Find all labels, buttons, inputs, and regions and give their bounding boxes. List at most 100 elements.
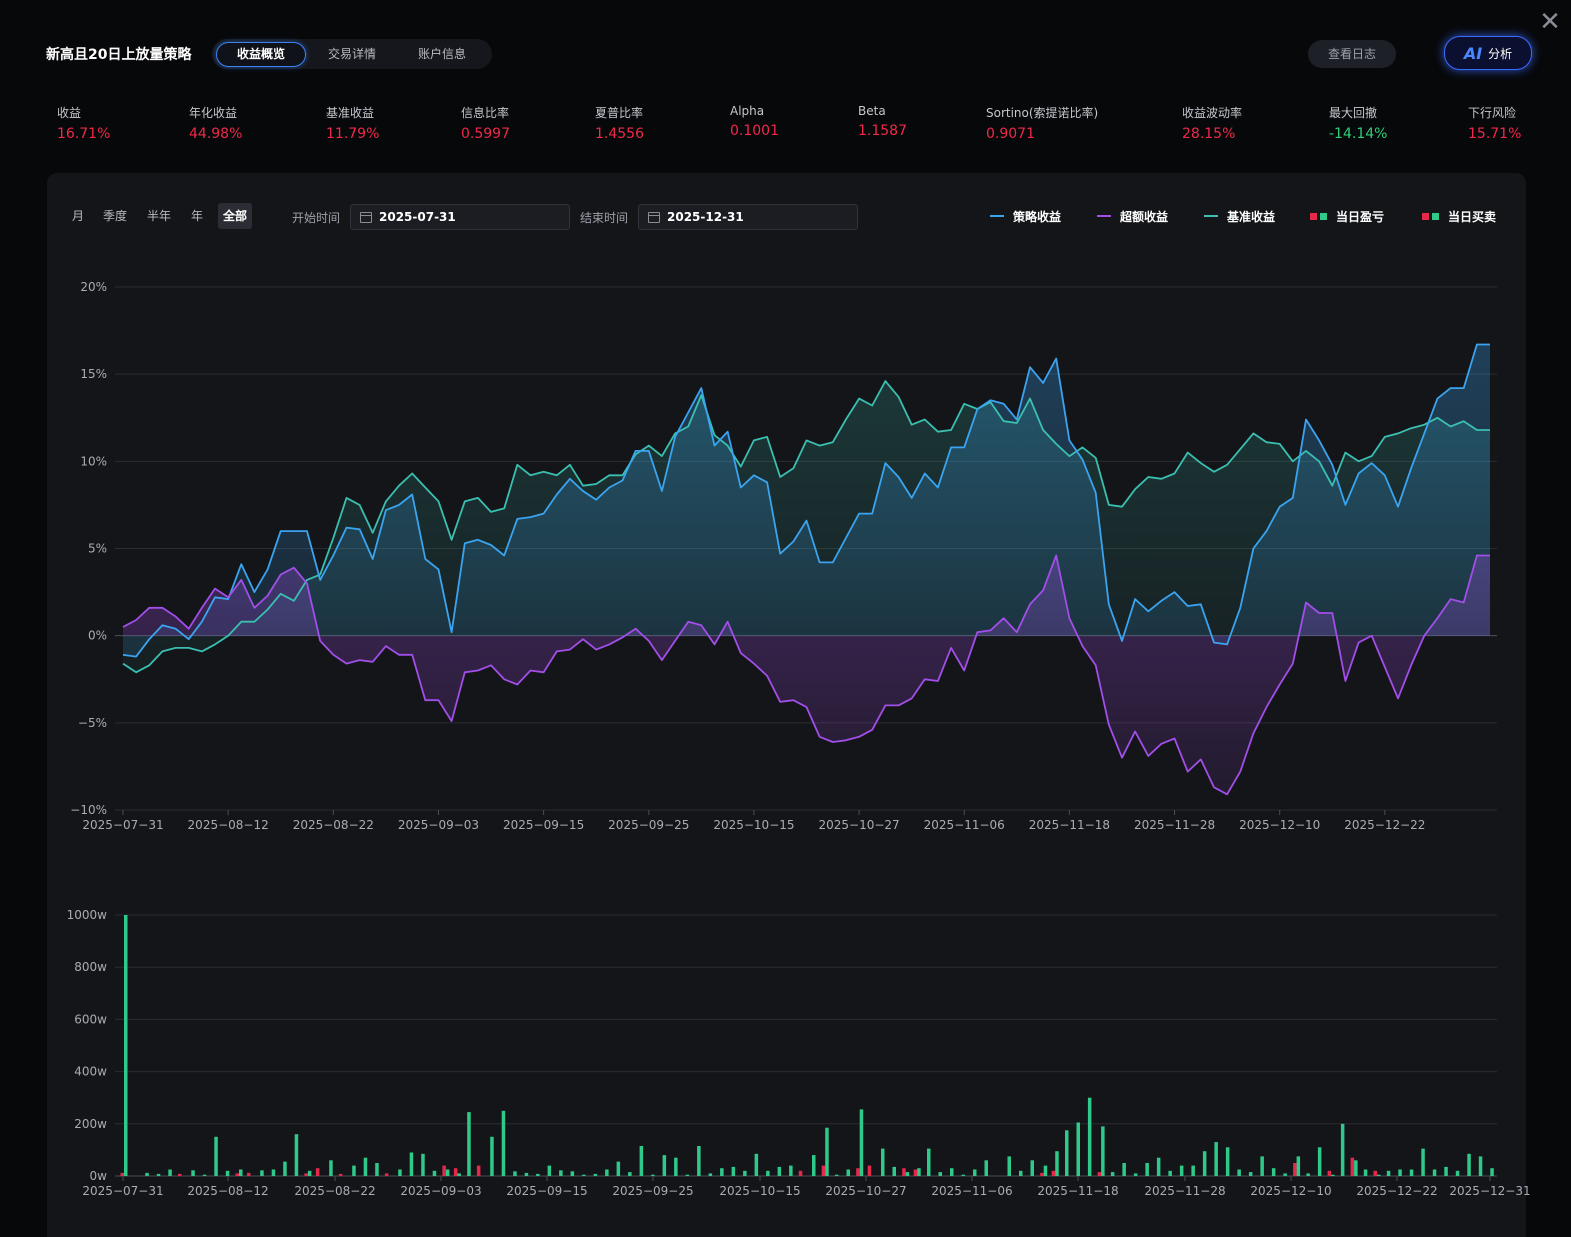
buy-bar [432, 1170, 437, 1176]
buy-bar [1409, 1169, 1414, 1176]
buy-bar [938, 1172, 942, 1176]
legend-line-marker [990, 215, 1004, 217]
sell-bar [867, 1165, 872, 1176]
series-line [122, 554, 1490, 796]
y-tick-label: 600w [74, 1012, 107, 1026]
legend-line-marker [1204, 215, 1218, 217]
x-tick-label: 2025−11−06 [931, 1184, 1012, 1198]
tab-trade-details[interactable]: 交易详情 [328, 47, 377, 61]
period-option[interactable]: 季度 [103, 209, 128, 223]
buy-bar [1087, 1097, 1092, 1176]
period-option[interactable]: 月 [72, 209, 85, 223]
buy-bar [950, 1168, 954, 1176]
buy-bar [1283, 1173, 1287, 1176]
buy-bar [927, 1148, 931, 1176]
buy-bar [1110, 1172, 1115, 1176]
y-tick-label: 0w [90, 1169, 108, 1183]
buy-bar [777, 1166, 782, 1176]
close-icon[interactable]: ✕ [1539, 7, 1561, 37]
metric-label: Sortino(索提诺比率) [986, 106, 1099, 120]
legend-item[interactable]: 当日买卖 [1422, 208, 1496, 224]
buy-bar [616, 1161, 621, 1176]
legend-square-marker [1432, 212, 1439, 220]
x-tick-label: 2025−12−10 [1239, 818, 1320, 832]
sell-bar [304, 1173, 308, 1176]
end-date-value: 2025-12-31 [667, 210, 744, 224]
buy-bar [789, 1165, 793, 1176]
legend-item[interactable]: 基准收益 [1204, 208, 1275, 224]
buy-bar [835, 1174, 839, 1176]
buy-bar [490, 1136, 494, 1176]
metric-2: 基准收益 11.79% [326, 104, 379, 142]
buy-bar [283, 1161, 287, 1176]
series-area [123, 555, 1490, 795]
metric-label: Beta [858, 104, 886, 118]
buy-bar [766, 1170, 770, 1176]
buy-bar [375, 1163, 379, 1176]
buy-bar [1145, 1163, 1149, 1176]
buy-bar [651, 1174, 655, 1176]
buy-bar [905, 1172, 910, 1176]
series-line [122, 343, 1490, 658]
buy-bar [559, 1170, 563, 1176]
buy-bar [1133, 1173, 1138, 1176]
x-tick-label: 2025−08−22 [293, 818, 374, 832]
sell-bar [798, 1170, 803, 1176]
legend-item[interactable]: 当日盈亏 [1310, 208, 1384, 224]
buy-bar [260, 1170, 264, 1176]
x-tick-label: 2025−10−15 [713, 818, 794, 832]
buy-bar [582, 1174, 586, 1176]
metric-label: 收益 [57, 106, 82, 120]
sell-bar [856, 1168, 860, 1176]
tab-bar: 收益概览 交易详情 账户信息 [212, 39, 493, 69]
legend-label: 超额收益 [1120, 209, 1169, 224]
ai-analysis-button[interactable]: AI 分析 [1444, 36, 1532, 70]
x-tick-label: 2025−10−15 [719, 1184, 800, 1198]
x-tick-label: 2025−09−15 [506, 1184, 587, 1198]
sell-bar [1350, 1157, 1355, 1176]
buy-bar [1421, 1148, 1425, 1176]
start-date-input[interactable]: 2025-07-31 [350, 204, 570, 230]
buy-bar [1331, 1174, 1335, 1176]
legend-item[interactable]: 策略收益 [990, 208, 1061, 224]
metric-value: 1.1587 [858, 123, 907, 139]
metric-value: 0.5997 [461, 126, 510, 142]
metrics-row: 收益 16.71% 年化收益 44.98% 基准收益 11.79% 信息比率 0.5997 夏普… [0, 104, 1571, 144]
buy-bar [917, 1168, 921, 1176]
buy-bar [1354, 1160, 1358, 1176]
buy-bar [445, 1169, 450, 1176]
end-date-input[interactable]: 2025-12-31 [638, 204, 858, 230]
buy-bar [892, 1166, 896, 1176]
view-log-button[interactable]: 查看日志 [1308, 40, 1396, 68]
period-option[interactable]: 全部 [218, 203, 253, 229]
buy-bar [1055, 1151, 1059, 1176]
tab-account-info[interactable]: 账户信息 [418, 47, 467, 61]
metric-6: Beta 1.1587 [858, 104, 907, 139]
buy-bar [124, 915, 128, 1176]
x-tick-label: 2025−08−22 [294, 1184, 375, 1198]
period-option[interactable]: 半年 [147, 209, 172, 223]
metric-5: Alpha 0.1001 [730, 104, 779, 139]
buy-bar [547, 1165, 552, 1176]
x-tick-label: 2025−11−06 [924, 818, 1005, 832]
tab-overview[interactable]: 收益概览 [216, 41, 307, 67]
x-tick-label: 2025−11−18 [1037, 1184, 1118, 1198]
buy-bar [754, 1153, 759, 1176]
metric-value: 11.79% [326, 126, 380, 142]
x-tick-label: 2025−09−25 [612, 1184, 693, 1198]
legend-item[interactable]: 超额收益 [1097, 208, 1168, 224]
y-tick-label: −10% [70, 803, 107, 817]
sell-bar [1051, 1170, 1056, 1176]
end-time-label: 结束时间 [580, 211, 629, 225]
buy-bar [881, 1148, 885, 1176]
sell-bar [1040, 1172, 1044, 1176]
x-tick-label: 2025−10−27 [818, 818, 899, 832]
sell-bar [338, 1173, 343, 1176]
x-tick-label: 2025−11−18 [1029, 818, 1110, 832]
legend-label: 基准收益 [1227, 209, 1276, 224]
buy-bar [421, 1153, 425, 1176]
x-tick-label: 2025−11−28 [1144, 1184, 1225, 1198]
buy-bar [570, 1171, 575, 1176]
period-option[interactable]: 年 [191, 209, 204, 223]
buy-bar [501, 1110, 506, 1177]
